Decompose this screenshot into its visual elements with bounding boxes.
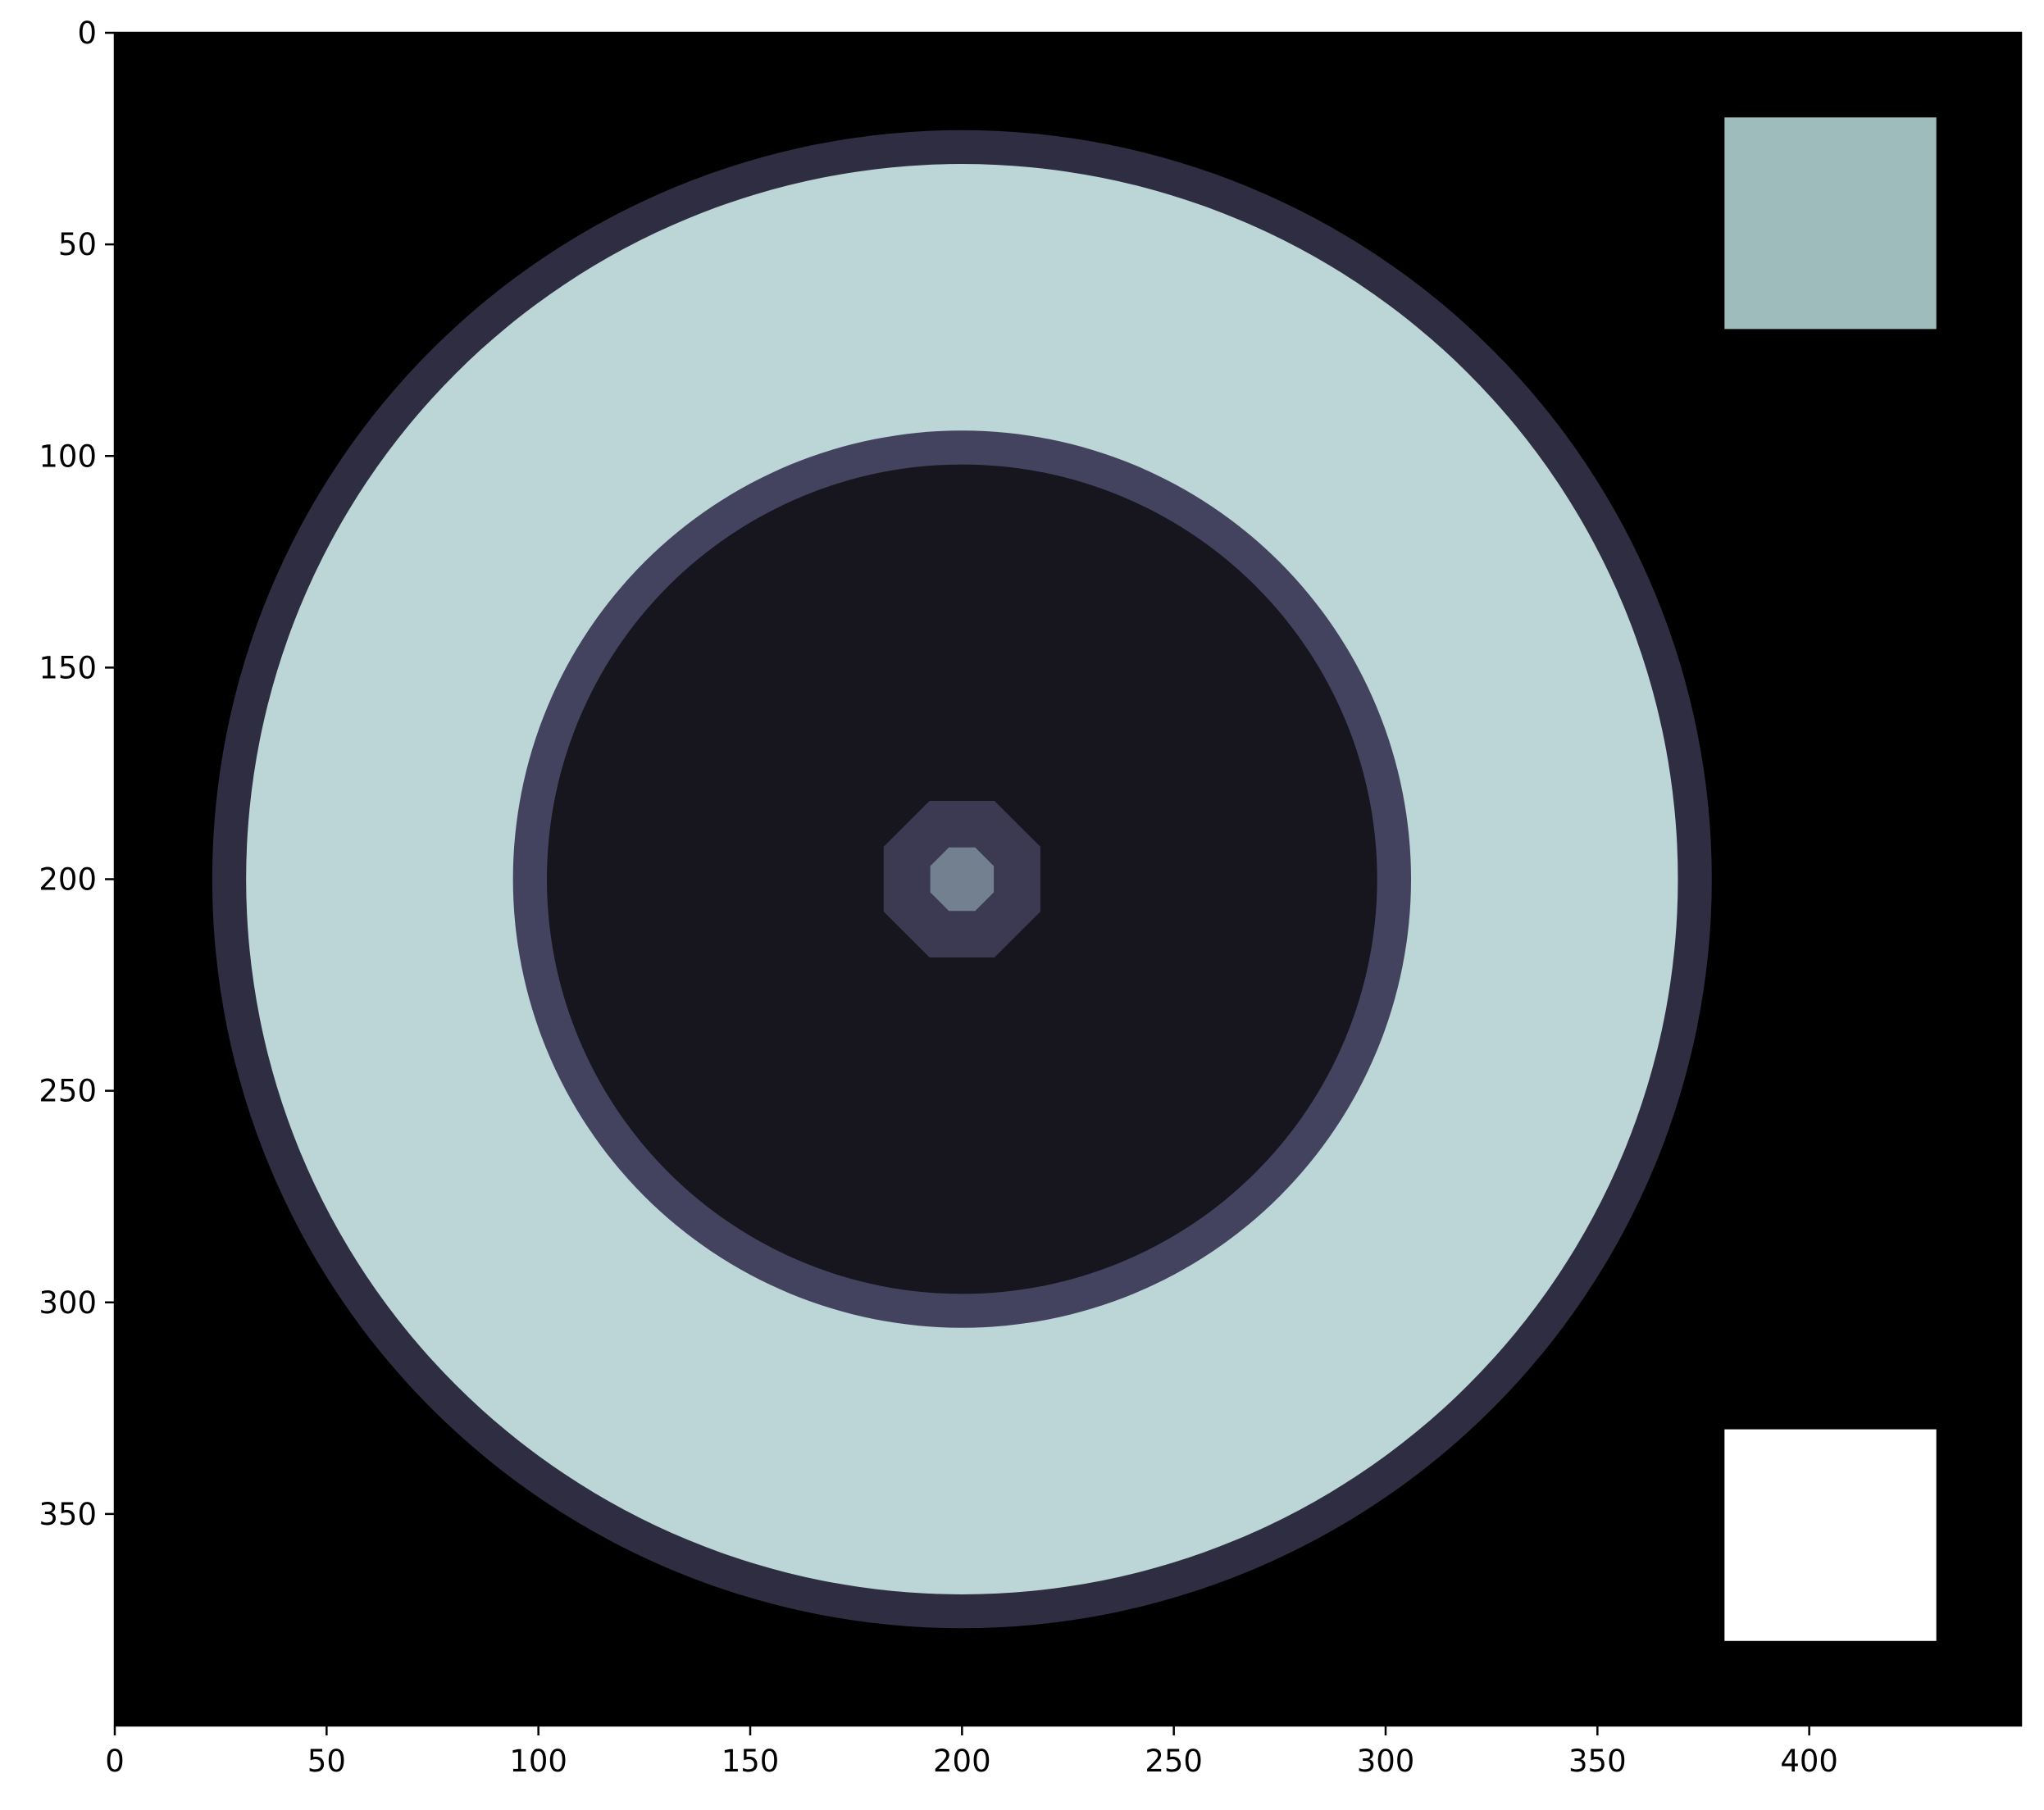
- x-tick-label: 300: [1357, 1744, 1415, 1779]
- plot-area: [113, 31, 2023, 1727]
- core-dot: [930, 847, 995, 912]
- y-tick-label: 350: [39, 1497, 97, 1532]
- x-axis: 0 50 100 150 200 250 300 350 400: [105, 1726, 1838, 1779]
- y-tick-label: 300: [39, 1285, 97, 1321]
- x-tick-label: 400: [1780, 1744, 1838, 1779]
- x-tick-label: 200: [933, 1744, 991, 1779]
- y-tick-label: 0: [77, 16, 97, 51]
- x-tick-label: 0: [105, 1744, 125, 1779]
- y-tick-label: 150: [39, 650, 97, 685]
- x-tick-label: 100: [509, 1744, 567, 1779]
- x-tick-label: 150: [722, 1744, 780, 1779]
- y-tick-label: 200: [39, 862, 97, 898]
- x-tick-label: 350: [1568, 1744, 1627, 1779]
- x-tick-label: 250: [1145, 1744, 1203, 1779]
- y-tick-label: 250: [39, 1074, 97, 1109]
- x-tick-label: 50: [307, 1744, 346, 1779]
- y-tick-label: 50: [58, 227, 97, 262]
- bottom-right-square: [1724, 1429, 1937, 1641]
- y-tick-label: 100: [39, 439, 97, 474]
- top-right-square: [1724, 117, 1937, 330]
- y-axis: 0 50 100 150 200 250 300 350: [39, 16, 115, 1532]
